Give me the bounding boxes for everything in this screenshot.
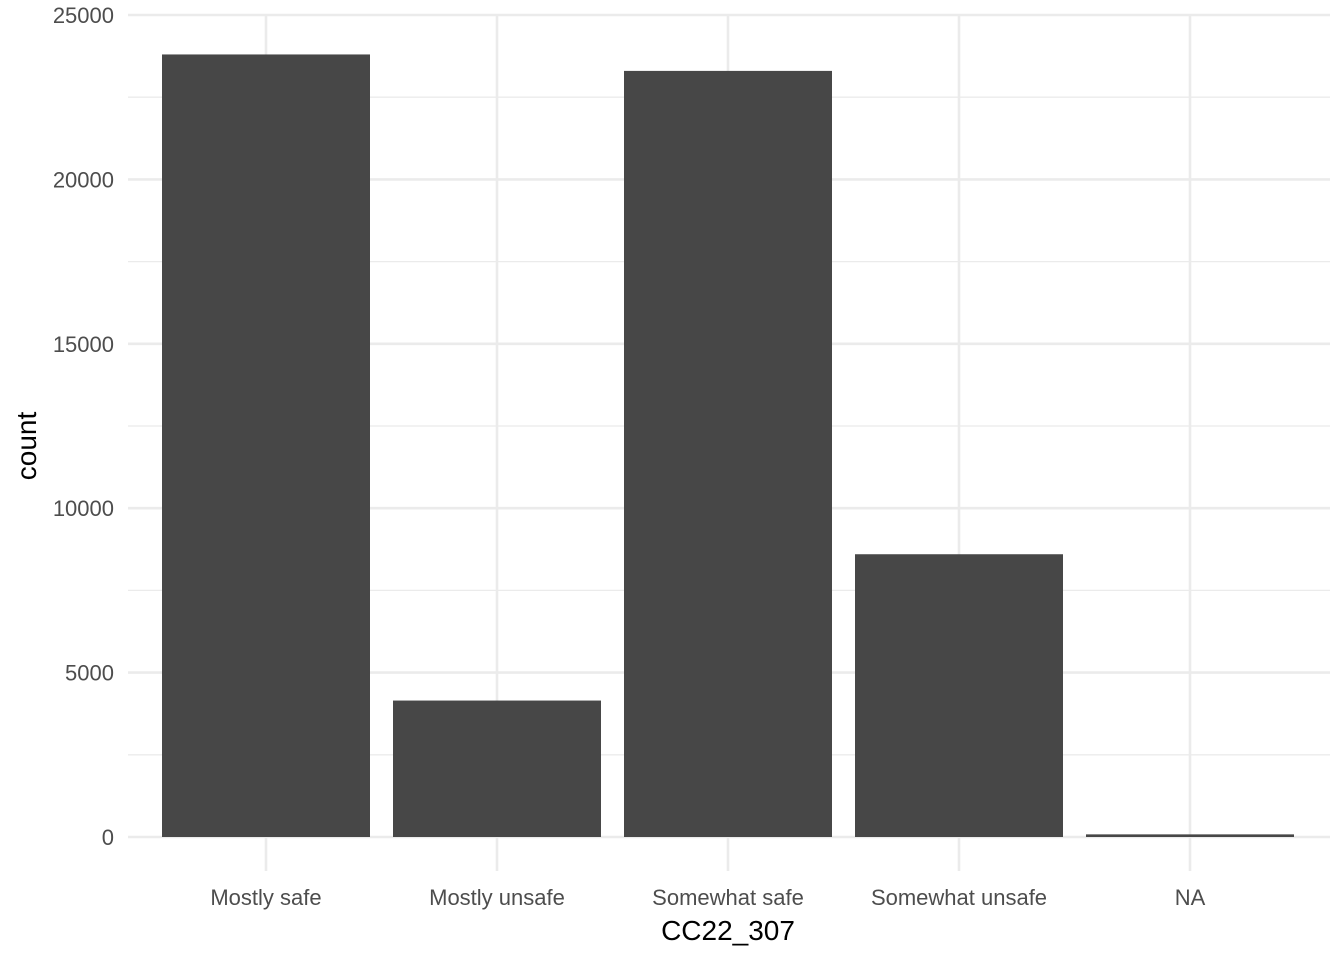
x-tick-label: Somewhat safe: [652, 885, 804, 910]
bar: [1086, 834, 1294, 837]
y-tick-label: 20000: [53, 167, 114, 192]
y-tick-label: 5000: [65, 661, 114, 686]
x-tick-label: NA: [1175, 885, 1206, 910]
x-tick-label: Somewhat unsafe: [871, 885, 1047, 910]
y-axis-title: count: [11, 412, 42, 481]
bar: [393, 700, 601, 837]
y-tick-label: 25000: [53, 3, 114, 28]
y-axis-tick-labels: 0 5000 10000 15000 20000 25000: [53, 3, 114, 850]
bar: [624, 70, 832, 837]
bar: [855, 554, 1063, 837]
x-axis-tick-labels: Mostly safe Mostly unsafe Somewhat safe Som…: [210, 885, 1205, 910]
x-axis-title: CC22_307: [661, 915, 795, 946]
bar: [162, 54, 370, 838]
y-tick-label: 15000: [53, 332, 114, 357]
y-tick-label: 0: [102, 825, 114, 850]
bars: [162, 54, 1294, 838]
x-tick-label: Mostly safe: [210, 885, 321, 910]
x-tick-label: Mostly unsafe: [429, 885, 565, 910]
y-tick-label: 10000: [53, 496, 114, 521]
